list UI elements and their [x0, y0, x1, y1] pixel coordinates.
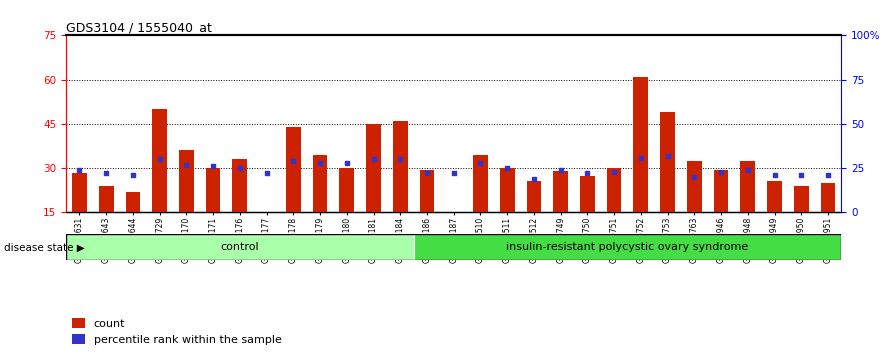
Point [152, 156, 167, 162]
Point [553, 167, 567, 173]
Text: disease state ▶: disease state ▶ [4, 243, 85, 253]
Text: control: control [220, 242, 259, 252]
Point [340, 160, 354, 166]
Bar [286, 127, 300, 212]
Bar [413, 234, 841, 260]
Bar [820, 183, 835, 212]
Point [687, 174, 701, 180]
Point [393, 156, 407, 162]
Bar [259, 212, 274, 214]
Bar [580, 176, 595, 212]
Point [126, 172, 140, 178]
Bar [607, 168, 621, 212]
Bar [126, 192, 140, 212]
Bar [687, 161, 701, 212]
Point [260, 171, 274, 176]
Bar [206, 168, 220, 212]
Text: insulin-resistant polycystic ovary syndrome: insulin-resistant polycystic ovary syndr… [507, 242, 749, 252]
Point [72, 167, 86, 173]
Point [527, 176, 541, 182]
Point [180, 162, 194, 167]
Bar [500, 168, 515, 212]
Bar [767, 181, 781, 212]
Point [633, 155, 648, 160]
Point [473, 160, 487, 166]
Point [313, 160, 327, 166]
Bar [393, 121, 408, 212]
Point [100, 171, 114, 176]
Point [206, 164, 220, 169]
Bar [794, 186, 809, 212]
Point [286, 158, 300, 164]
Bar [72, 172, 87, 212]
Point [741, 167, 755, 173]
Point [821, 172, 835, 178]
Bar [419, 170, 434, 212]
Point [447, 171, 461, 176]
Point [233, 165, 247, 171]
Bar [660, 112, 675, 212]
Bar [473, 155, 488, 212]
Bar [66, 234, 413, 260]
Bar [553, 171, 568, 212]
Bar [633, 77, 648, 212]
Point [794, 172, 808, 178]
Point [767, 172, 781, 178]
Point [661, 153, 675, 159]
Point [581, 171, 595, 176]
Bar [714, 170, 729, 212]
Point [607, 169, 621, 175]
Bar [366, 124, 381, 212]
Point [500, 165, 515, 171]
Bar [233, 159, 248, 212]
Bar [527, 181, 541, 212]
Bar [740, 161, 755, 212]
Bar [313, 155, 328, 212]
Legend: count, percentile rank within the sample: count, percentile rank within the sample [71, 319, 282, 345]
Bar [447, 212, 461, 218]
Bar [99, 186, 114, 212]
Bar [179, 150, 194, 212]
Point [714, 169, 728, 175]
Point [420, 171, 434, 176]
Bar [339, 168, 354, 212]
Point [366, 156, 381, 162]
Text: GDS3104 / 1555040_at: GDS3104 / 1555040_at [66, 21, 212, 34]
Bar [152, 109, 167, 212]
